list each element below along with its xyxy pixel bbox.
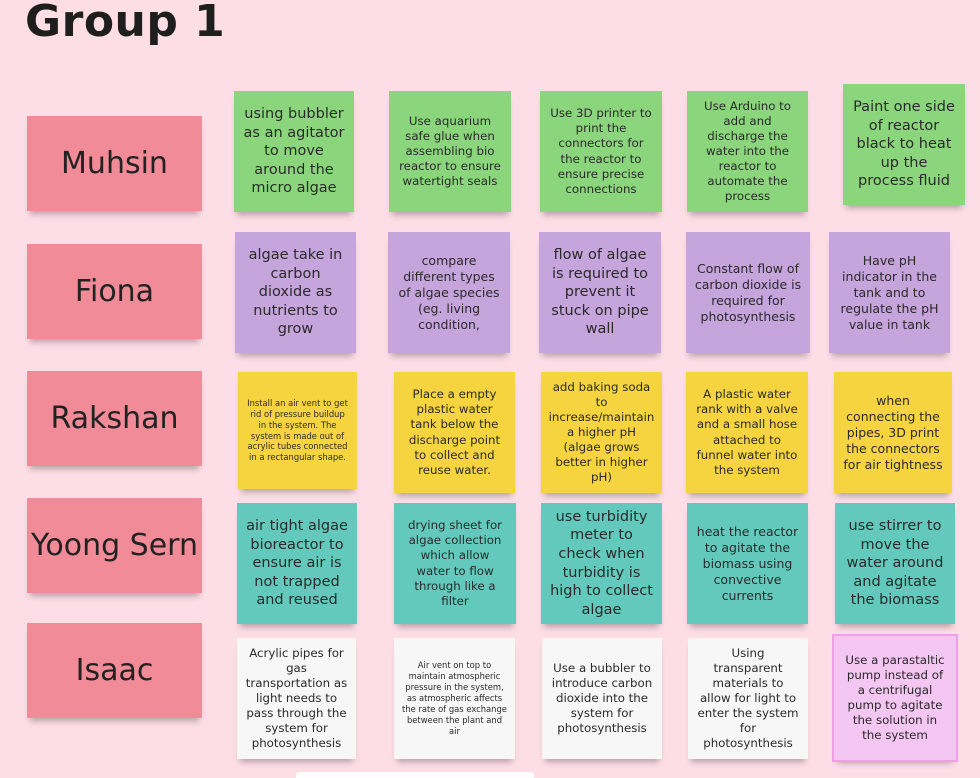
sticky-note[interactable]: algae take in carbon dioxide as nutrient…	[235, 232, 356, 353]
sticky-note[interactable]: heat the reactor to agitate the biomass …	[687, 503, 808, 624]
toolbar-edge	[296, 772, 534, 778]
sticky-note[interactable]: Use aquarium safe glue when assembling b…	[389, 91, 511, 212]
name-note-rakshan[interactable]: Rakshan	[27, 371, 202, 466]
name-note-yoong-sern[interactable]: Yoong Sern	[27, 498, 202, 593]
sticky-note[interactable]: add baking soda to increase/maintain a h…	[541, 372, 662, 493]
sticky-note[interactable]: Use a bubbler to introduce carbon dioxid…	[542, 638, 662, 759]
sticky-note[interactable]: using bubbler as an agitator to move aro…	[234, 91, 354, 212]
board-title: Group 1	[25, 0, 226, 47]
sticky-note[interactable]: Using transparent materials to allow for…	[688, 638, 808, 759]
sticky-note[interactable]: Use 3D printer to print the connectors f…	[540, 91, 662, 212]
sticky-note[interactable]: Paint one side of reactor black to heat …	[843, 84, 965, 205]
name-note-muhsin[interactable]: Muhsin	[27, 116, 202, 211]
sticky-note[interactable]: Install an air vent to get rid of pressu…	[238, 372, 357, 489]
sticky-note[interactable]: drying sheet for algae collection which …	[394, 503, 516, 624]
sticky-note[interactable]: Use Arduino to add and discharge the wat…	[687, 91, 808, 212]
sticky-note[interactable]: Have pH indicator in the tank and to reg…	[829, 232, 950, 353]
sticky-note[interactable]: Air vent on top to maintain atmospheric …	[394, 638, 515, 759]
name-note-fiona[interactable]: Fiona	[27, 244, 202, 339]
name-note-isaac[interactable]: Isaac	[27, 623, 202, 718]
sticky-note[interactable]: A plastic water rank with a valve and a …	[686, 372, 808, 493]
sticky-note[interactable]: air tight algae bioreactor to ensure air…	[237, 503, 357, 624]
sticky-note[interactable]: Place a empty plastic water tank below t…	[394, 372, 515, 493]
sticky-note[interactable]: Constant flow of carbon dioxide is requi…	[686, 232, 810, 353]
sticky-note[interactable]: Acrylic pipes for gas transportation as …	[237, 638, 356, 759]
sticky-note[interactable]: use stirrer to move the water around and…	[835, 503, 955, 624]
sticky-note[interactable]: when connecting the pipes, 3D print the …	[834, 372, 952, 493]
sticky-note[interactable]: use turbidity meter to check when turbid…	[541, 503, 662, 624]
sticky-note[interactable]: compare different types of algae species…	[388, 232, 510, 353]
sticky-note[interactable]: flow of algae is required to prevent it …	[539, 232, 661, 353]
sticky-note-selected[interactable]: Use a parastaltic pump instead of a cent…	[832, 634, 958, 762]
